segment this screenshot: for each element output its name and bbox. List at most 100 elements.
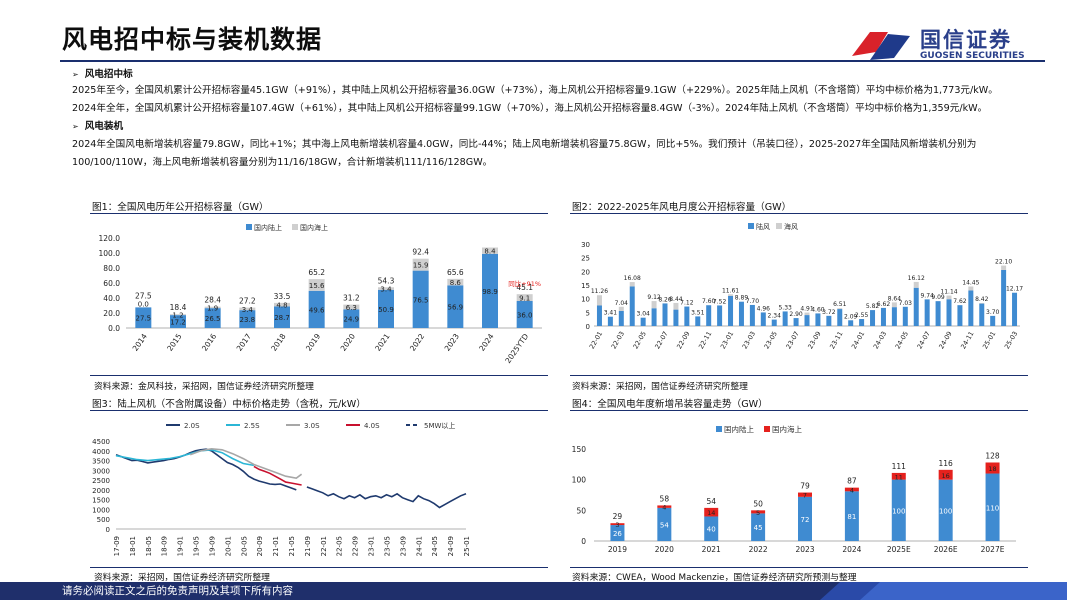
bar-onshore — [938, 479, 953, 541]
y-tick-label: 1500 — [92, 497, 110, 505]
bar-value-label: 7.52 — [713, 298, 727, 305]
bar-total-label: 111 — [892, 462, 907, 471]
bar-offshore-label: 3.4 — [242, 306, 254, 314]
x-tick-label: 2021 — [702, 545, 721, 554]
bar-value-label: 3.51 — [691, 309, 705, 316]
bullet-arrow-icon: ➢ — [72, 122, 79, 131]
y-tick-label: 500 — [97, 516, 110, 524]
bar-offshore — [938, 469, 953, 480]
bar-onshore-label: 54 — [660, 521, 669, 529]
bar-onshore — [662, 303, 668, 326]
bar-offshore — [610, 523, 625, 526]
bar-onshore — [902, 306, 908, 326]
footer-stripe-icon — [820, 582, 1067, 600]
bar-onshore-label: 45 — [754, 524, 763, 532]
install-section-heading: ➢ 风电装机 — [72, 118, 123, 132]
bar-onshore — [706, 305, 712, 326]
bar-offshore-label: 18 — [988, 465, 996, 473]
bar-onshore-label: 98.9 — [482, 288, 498, 296]
bar-total-label: 29 — [613, 512, 623, 521]
bar-onshore-label: 72 — [801, 516, 810, 524]
bar-onshore — [935, 301, 941, 326]
bar-offshore — [651, 301, 657, 309]
y-tick-label: 150 — [572, 445, 587, 454]
bar-value-label: 12.17 — [1006, 286, 1023, 293]
y-tick-label: 0.0 — [108, 324, 120, 333]
bar-total-label: 65.6 — [447, 268, 464, 277]
bar-onshore — [751, 513, 766, 541]
fig2-chart: 陆风 海风 0 5 10 15 20 25 30 11.26 22-01 3.41 7.04 22-03 1… — [581, 222, 1023, 350]
legend-onshore-swatch — [246, 224, 252, 230]
price-line-3.0S — [189, 447, 303, 480]
x-tick-label: 24-01 — [850, 330, 866, 350]
bar-onshore-label: 24.9 — [344, 316, 360, 324]
x-tick-label: 22-03 — [610, 330, 626, 350]
bullet-arrow-icon: ➢ — [72, 70, 79, 79]
bar-offshore-label: 7 — [803, 492, 807, 500]
bar-offshore-label: 1.9 — [207, 304, 218, 312]
legend-onshore-swatch — [748, 223, 754, 229]
bar-onshore — [968, 290, 974, 326]
bar-onshore — [629, 286, 635, 326]
x-tick-label: 2022 — [749, 545, 768, 554]
bar-onshore-label: 49.6 — [309, 306, 325, 314]
x-tick-label: 2023 — [795, 545, 814, 554]
bar-onshore — [924, 299, 930, 326]
footer-disclaimer: 请务必阅读正文之后的免责声明及其项下所有内容 — [62, 585, 293, 597]
x-tick-label: 24-01 — [415, 536, 423, 556]
x-tick-label: 2025E — [887, 545, 911, 554]
bar-total-label: 28.4 — [204, 296, 221, 305]
bar-offshore — [308, 279, 325, 291]
fig1-bottom-rule — [90, 375, 548, 376]
y-tick-label: 120.0 — [99, 234, 121, 243]
bar-offshore — [657, 505, 672, 508]
x-tick-label: 23-09 — [806, 330, 822, 350]
bar-total-label: 54 — [706, 497, 716, 506]
bar-value-label: 8.64 — [888, 295, 902, 302]
bar-onshore — [1012, 292, 1018, 326]
bar-offshore — [618, 306, 624, 311]
bar-total-label: 50 — [753, 499, 763, 508]
bar-offshore — [804, 312, 810, 316]
x-tick-label: 2019 — [304, 332, 322, 353]
x-tick-label: 2017 — [235, 332, 253, 353]
legend-onshore-label: 陆风 — [756, 222, 770, 231]
bar-onshore — [804, 315, 810, 326]
bar-onshore-label: 56.9 — [448, 304, 464, 312]
x-tick-label: 2024 — [477, 332, 495, 353]
x-tick-label: 24-07 — [916, 330, 932, 350]
bar-offshore-label: 5 — [756, 509, 760, 517]
bar-value-label: 9.12 — [647, 294, 661, 301]
bar-total-label: 45.1 — [516, 283, 533, 292]
x-tick-label: 19-09 — [208, 536, 216, 556]
bar-onshore — [239, 310, 256, 328]
bar-onshore — [798, 496, 812, 541]
price-line-5MW以上 — [306, 486, 467, 509]
fig1-top-rule — [90, 213, 548, 214]
title-underline — [60, 60, 1045, 62]
x-tick-label: 2021 — [373, 332, 391, 353]
bar-value-label: 7.04 — [615, 300, 629, 307]
bar-onshore — [135, 307, 152, 328]
fig2-top-rule — [570, 213, 1028, 214]
bar-total-label: 33.5 — [274, 292, 291, 301]
bar-onshore — [782, 311, 788, 326]
x-tick-label: 2016 — [200, 332, 218, 353]
legend-offshore-label: 国内海上 — [300, 223, 328, 232]
install-paragraph-2: 100/100/110W，海上风电新增装机容量分别为11/16/18GW，合计新… — [72, 157, 493, 168]
legend-offshore-swatch — [776, 223, 782, 229]
x-tick-label: 18-09 — [161, 536, 169, 556]
bar-onshore-label: 100 — [892, 507, 905, 515]
x-tick-label: 25-01 — [981, 330, 997, 350]
x-tick-label: 21-01 — [272, 536, 280, 556]
bar-total-label: 27.5 — [135, 291, 152, 300]
bar-offshore — [204, 306, 221, 309]
bid-paragraph-2: 2024年全年，全国风机累计公开招标容量107.4GW（+61%），其中陆上风机… — [72, 103, 988, 114]
x-tick-label: 18-05 — [145, 536, 153, 556]
footer-bar — [0, 582, 1067, 600]
logo-subtitle: GUOSEN SECURITIES — [920, 51, 1025, 61]
bar-onshore — [704, 516, 719, 541]
bar-onshore — [760, 312, 766, 326]
x-tick-label: 2020 — [339, 332, 357, 353]
x-tick-label: 2027E — [981, 545, 1005, 554]
